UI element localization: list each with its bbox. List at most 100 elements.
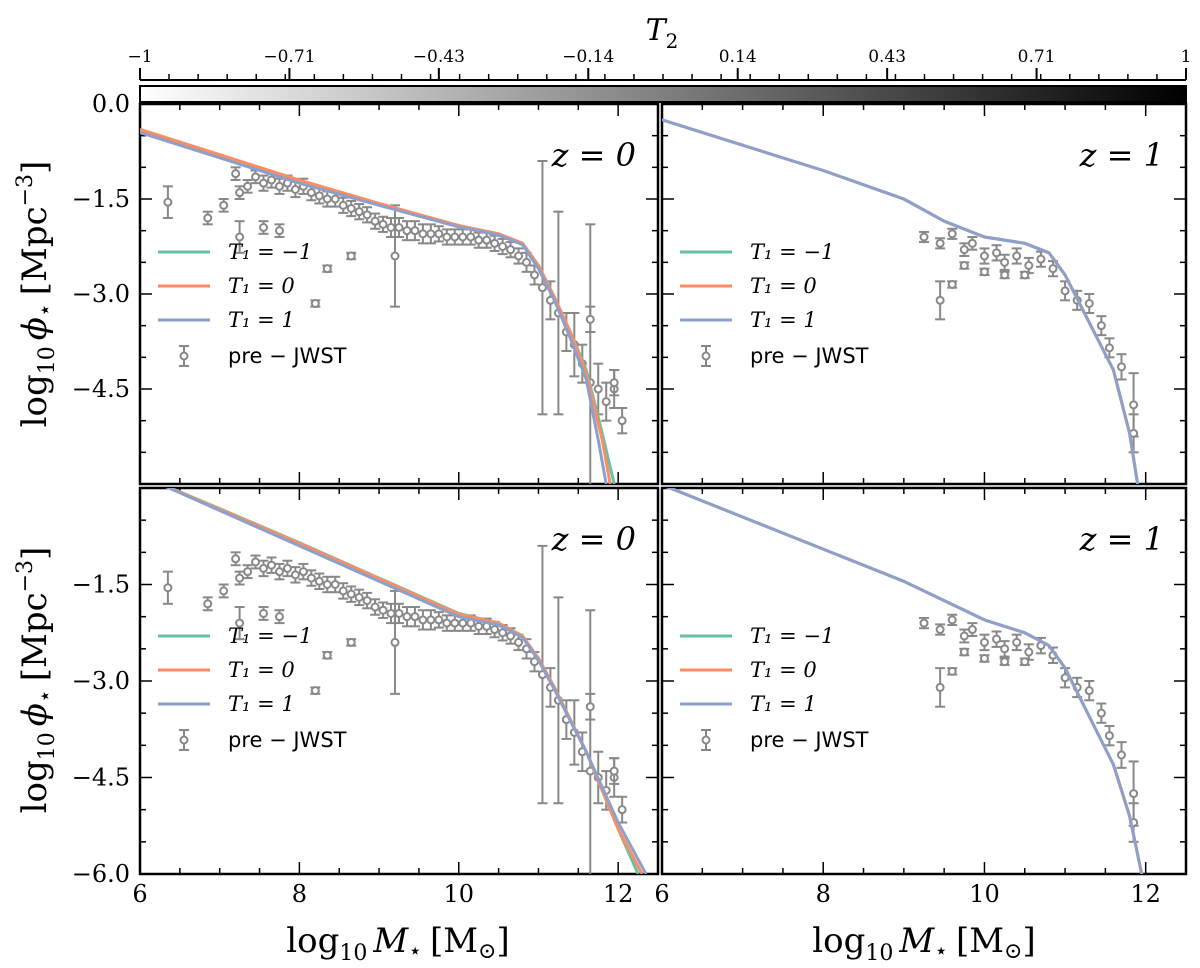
obs-point — [338, 586, 348, 596]
obs-point — [1000, 257, 1010, 267]
x-axis-label-right: log10 M⋆ [M⊙] — [812, 921, 1036, 966]
obs-point — [290, 185, 300, 194]
obs-point — [1020, 270, 1030, 280]
colorbar-label: T2 — [646, 13, 679, 53]
colorbar: T2 −1 −0.71 −0.43 −0.14 0.14 0.43 0.71 1 — [127, 13, 1192, 103]
obs-point — [979, 637, 989, 647]
obs-point — [362, 210, 372, 220]
legend-label-obs: pre − JWST — [228, 728, 347, 752]
obs-point — [514, 637, 524, 647]
obs-point — [617, 416, 627, 426]
obs-point — [394, 223, 404, 232]
star-subscript: ⋆ — [408, 939, 422, 964]
obs-point — [322, 650, 332, 660]
legend-label-t1_minus: T₁ = −1 — [228, 624, 312, 648]
redshift-annotation: z = 0 — [551, 136, 636, 174]
obs-point — [354, 207, 364, 217]
obs-point — [314, 191, 324, 201]
legend-label-t1_plus: T₁ = 1 — [228, 308, 295, 332]
redshift-annotation: z = 1 — [1079, 136, 1164, 174]
colorbar-tick-label: 0.43 — [868, 47, 906, 67]
plot-area — [162, 488, 648, 874]
y-tick-label: 0.0 — [92, 90, 130, 118]
obs-point — [919, 618, 929, 628]
legend-label-t1_zero: T₁ = 0 — [750, 274, 817, 298]
obs-point — [274, 226, 284, 236]
obs-point — [919, 232, 929, 242]
obs-point — [386, 223, 396, 232]
obs-point — [390, 251, 400, 261]
obs-point — [378, 219, 388, 229]
series-line-t1_zero — [662, 118, 1140, 484]
series-line-t1_zero — [140, 127, 612, 484]
obs-point — [314, 576, 324, 586]
obs-point — [1084, 686, 1094, 696]
obs-point — [442, 232, 452, 242]
obs-point — [458, 618, 468, 628]
x-tick-label: 10 — [443, 880, 474, 908]
obs-point — [585, 314, 595, 324]
obs-point — [322, 580, 332, 589]
obs-point — [1000, 644, 1010, 654]
obs-point — [992, 248, 1002, 258]
series-line-t1_plus — [165, 488, 648, 874]
sun-subscript: ⊙ — [1004, 939, 1022, 964]
y-tick-label: −1.5 — [72, 571, 130, 599]
colorbar-tick-label: 0.14 — [719, 47, 757, 67]
obs-point — [1104, 731, 1114, 741]
y-tick-label: −1.5 — [72, 185, 130, 213]
obs-point — [1012, 251, 1022, 261]
obs-point — [235, 573, 245, 583]
star-subscript: ⋆ — [33, 303, 58, 317]
plot-area — [662, 118, 1140, 484]
obs-point — [498, 242, 508, 251]
plot-area — [665, 488, 1144, 874]
obs-point — [346, 251, 356, 261]
obs-point — [378, 605, 388, 615]
obs-point — [354, 592, 364, 602]
obs-point — [1020, 657, 1030, 667]
panel-bottom-left: 6 8 10 12 −1.5 −3.0 −4.5 −6.0 z = 0 T₁ = −1 T₁ = 0… — [72, 486, 660, 908]
obs-point — [235, 232, 245, 242]
legend-obs-marker — [701, 351, 711, 361]
obs-point — [243, 567, 253, 577]
legend: T₁ = −1 T₁ = 0 T₁ = 1 pre − JWST — [680, 240, 869, 368]
obs-point — [346, 589, 356, 599]
obs-point — [522, 257, 532, 267]
obs-point — [1000, 657, 1010, 667]
obs-point — [959, 245, 969, 255]
obs-point — [235, 618, 245, 628]
obs-point — [490, 238, 500, 248]
legend-label-t1_zero: T₁ = 0 — [228, 658, 295, 682]
obs-point — [243, 181, 253, 191]
obs-point — [274, 612, 284, 622]
legend-label-obs: pre − JWST — [750, 344, 869, 368]
obs-point — [426, 615, 436, 625]
colorbar-tick-label: −0.14 — [562, 47, 614, 67]
obs-point — [1012, 637, 1022, 647]
obs-point — [1129, 789, 1139, 799]
obs-point — [390, 637, 400, 647]
y-tick-label: −3.0 — [72, 280, 130, 308]
obs-point — [306, 188, 316, 198]
obs-point — [434, 615, 444, 625]
obs-point — [959, 647, 969, 657]
obs-point — [235, 188, 245, 198]
obs-point — [537, 283, 547, 293]
obs-point — [231, 169, 241, 179]
obs-point — [362, 596, 372, 606]
obs-point — [290, 570, 300, 580]
obs-point — [1024, 647, 1034, 657]
obs-point — [450, 232, 460, 242]
obs-point — [947, 615, 957, 625]
obs-point — [935, 625, 945, 635]
colorbar-tick-label: 1 — [1181, 47, 1192, 67]
legend-label-t1_minus: T₁ = −1 — [228, 240, 312, 264]
obs-point — [979, 653, 989, 663]
obs-point — [346, 204, 356, 213]
obs-point — [163, 583, 173, 593]
obs-point — [259, 178, 269, 188]
obs-point — [410, 612, 420, 622]
y-tick-label: −6.0 — [72, 860, 130, 888]
obs-point — [410, 226, 420, 236]
